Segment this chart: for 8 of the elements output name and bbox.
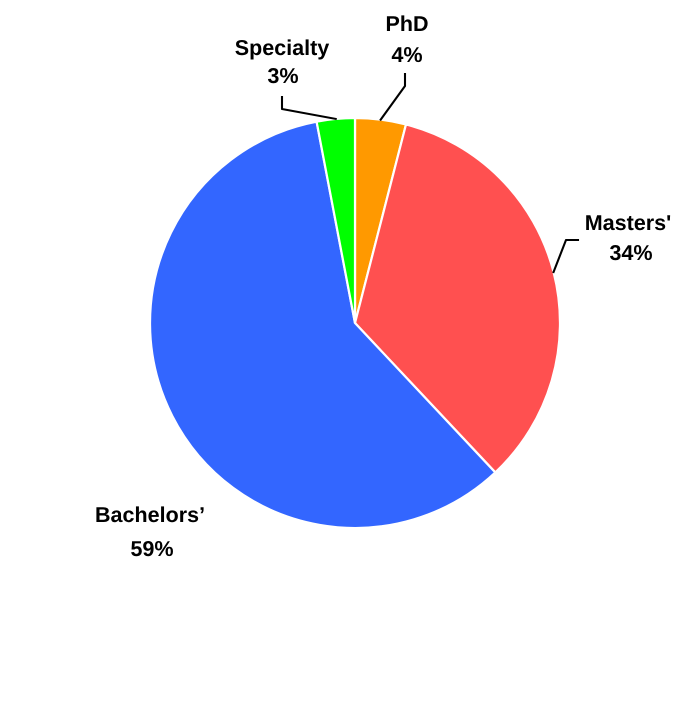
slice-label: Bachelors’ xyxy=(96,506,204,522)
slice-label: Masters' xyxy=(586,215,670,230)
data-label: 3% xyxy=(268,68,298,84)
slice-label: Specialty xyxy=(235,39,330,60)
slice-label: PhD xyxy=(386,15,428,31)
data-label: 34% xyxy=(610,244,652,260)
data-label: 4% xyxy=(392,47,422,62)
data-label: 59% xyxy=(131,540,173,556)
